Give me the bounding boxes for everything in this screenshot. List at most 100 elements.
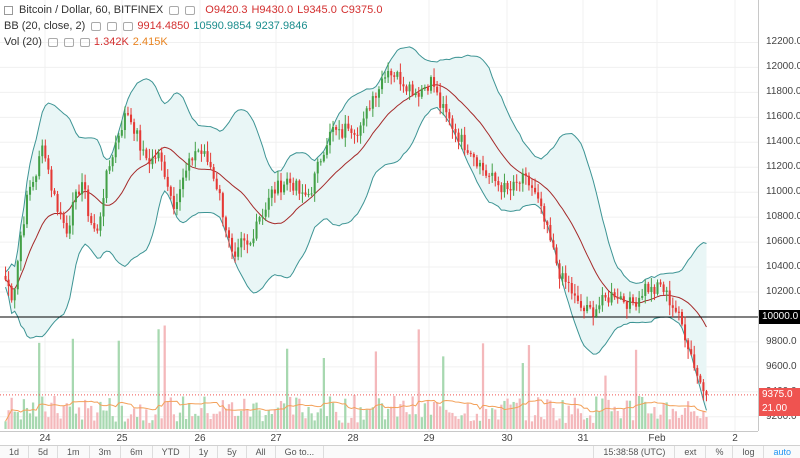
time-axis[interactable]: 24 25 26 27 28 29 30 31 Feb 2 [0, 431, 758, 445]
candle-body [454, 128, 457, 133]
candle-body [264, 209, 267, 217]
candle-body [283, 184, 286, 193]
volume-bar [243, 398, 246, 429]
log-toggle[interactable]: log [732, 446, 763, 458]
price-axis[interactable]: 12200.0 12000.0 11800.0 11600.0 11400.0 11200… [758, 0, 800, 431]
volume-bar [604, 375, 607, 429]
candle-body [59, 211, 62, 215]
volume-bar [71, 338, 74, 429]
bb-close-icon[interactable] [123, 21, 134, 31]
volume-bar [478, 420, 482, 429]
legend-compare-icon[interactable] [185, 5, 196, 15]
candle-body [108, 166, 111, 171]
volume-bar [481, 343, 485, 429]
range-button-ytd[interactable]: YTD [153, 446, 190, 458]
volume-bar [96, 412, 99, 429]
volume-bar [191, 416, 194, 429]
ext-toggle[interactable]: ext [674, 446, 705, 458]
bb-settings-icon[interactable] [107, 21, 118, 31]
range-button-3m[interactable]: 3m [90, 446, 122, 458]
volume-bar [83, 399, 87, 429]
volume-bar [457, 418, 460, 429]
volume-bar [659, 414, 662, 429]
auto-toggle[interactable]: auto [763, 446, 800, 458]
vol-eye-icon[interactable] [47, 37, 58, 47]
candle-body [19, 235, 22, 262]
candle-body [237, 247, 240, 257]
bb-eye-icon[interactable] [91, 21, 102, 31]
volume-bar [25, 407, 29, 429]
candle-body [310, 193, 313, 195]
y-tick-label: 10800.0 [766, 211, 800, 223]
range-button-1d[interactable]: 1d [0, 446, 30, 458]
x-tick-label: 30 [501, 433, 513, 444]
range-button-1y[interactable]: 1y [190, 446, 219, 458]
candle-body [506, 183, 509, 190]
volume-bar [301, 412, 304, 429]
volume-bar [592, 422, 595, 429]
candle-body [384, 77, 387, 79]
volume-bar [573, 397, 576, 429]
candle-body [117, 135, 120, 143]
ohlc-high: H9430.0 [251, 4, 294, 16]
volume-bar [377, 398, 381, 429]
candle-body [206, 151, 209, 162]
candle-body [414, 92, 417, 96]
volume-bar [665, 402, 668, 429]
vol-legend: Vol (20) 1.342K 2.415K [4, 36, 168, 48]
volume-bar [203, 396, 206, 429]
candle-body [99, 216, 102, 231]
volume-bar [227, 404, 231, 429]
y-tick-label: 10600.0 [766, 236, 800, 248]
candle-body [485, 170, 488, 176]
candle-body [47, 158, 50, 170]
range-button-goto[interactable]: Go to... [276, 446, 325, 458]
vol-label: Vol (20) [4, 36, 42, 48]
y-tick-label: 10200.0 [766, 286, 800, 297]
range-button-6m[interactable]: 6m [121, 446, 153, 458]
volume-bar [316, 412, 319, 429]
vol-close-icon[interactable] [79, 37, 90, 47]
volume-bar [44, 411, 47, 429]
volume-bar [344, 398, 347, 429]
volume-bar [304, 418, 307, 429]
candle-body [209, 161, 212, 168]
range-button-5d[interactable]: 5d [29, 446, 59, 458]
candle-body [512, 181, 515, 191]
volume-bar [295, 397, 298, 429]
range-button-all[interactable]: All [247, 446, 276, 458]
x-tick-label: 2 [732, 433, 738, 444]
candle-body [151, 157, 154, 165]
candle-body [166, 176, 169, 187]
volume-bar [503, 400, 506, 429]
candle-body [338, 129, 341, 131]
candle-body [610, 292, 613, 303]
candle-body [335, 127, 338, 130]
range-button-1m[interactable]: 1m [58, 446, 90, 458]
time-zone-label[interactable]: 15:38:58 (UTC) [593, 446, 674, 458]
vol-settings-icon[interactable] [63, 37, 74, 47]
volume-bar [466, 403, 469, 429]
collapse-icon[interactable] [4, 5, 13, 15]
candle-body [292, 182, 295, 191]
candle-body [589, 304, 592, 308]
volume-bar [610, 411, 613, 429]
volume-bar [598, 411, 601, 429]
candle-body [650, 286, 653, 293]
candle-body [111, 157, 114, 167]
candle-body [126, 113, 129, 115]
volume-bar [656, 418, 659, 429]
price-chart-pane[interactable]: Bitcoin / Dollar, 60, BITFINEX O9420.3 H… [0, 0, 758, 431]
candle-body [194, 151, 197, 161]
symbol-legend: Bitcoin / Dollar, 60, BITFINEX O9420.3 H… [4, 4, 382, 16]
candle-body [344, 123, 347, 138]
candle-body [365, 108, 368, 119]
candle-body [188, 158, 191, 171]
range-button-5y[interactable]: 5y [218, 446, 247, 458]
candle-body [313, 173, 316, 194]
volume-bar [38, 342, 41, 429]
legend-settings-icon[interactable] [169, 5, 180, 15]
candle-body [154, 157, 157, 159]
percent-toggle[interactable]: % [705, 446, 732, 458]
candle-body [429, 77, 433, 91]
